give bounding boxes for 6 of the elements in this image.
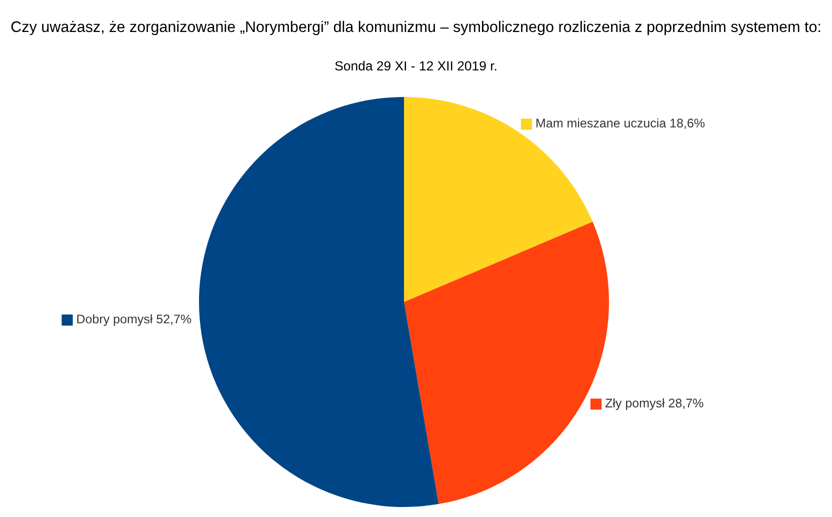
legend-label: Mam mieszane uczucia 18,6%	[536, 118, 705, 130]
pie-slice	[199, 97, 439, 507]
legend-label: Zły pomysł 28,7%	[605, 398, 704, 410]
chart-subtitle: Sonda 29 XI - 12 XII 2019 r.	[335, 60, 496, 71]
chart-title: Czy uważasz, że zorganizowanie „Norymbergi” dla komunizmu – symbolicznego rozliczenia z poprzednim systemem to:	[11, 20, 820, 36]
legend-label: Dobry pomysł 52,7%	[77, 314, 192, 326]
